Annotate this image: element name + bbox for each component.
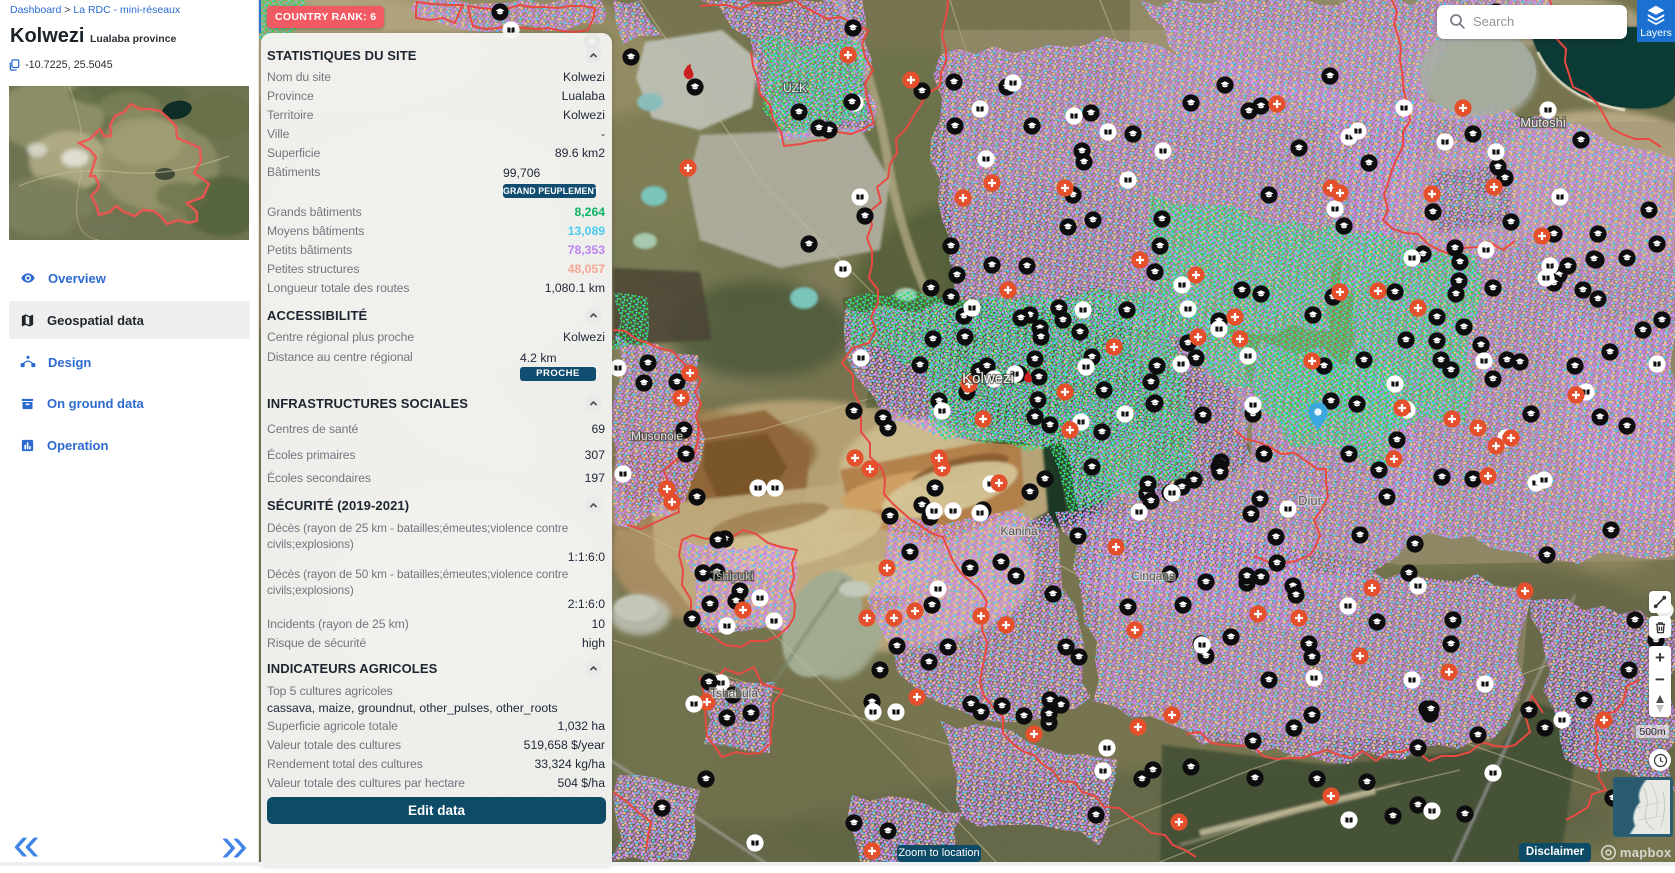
svg-text:UZK: UZK [783,81,807,95]
svg-text:Kanina: Kanina [1000,524,1038,538]
svg-text:Diur: Diur [1298,493,1323,508]
svg-text:Musonoie: Musonoie [631,429,683,443]
svg-text:Tshipuki: Tshipuki [710,569,753,583]
svg-text:Mutoshi: Mutoshi [1520,115,1566,130]
svg-text:Kolwezi: Kolwezi [962,370,1014,387]
svg-text:Tshabula: Tshabula [710,686,758,700]
svg-text:Cinqans: Cinqans [1131,569,1175,583]
